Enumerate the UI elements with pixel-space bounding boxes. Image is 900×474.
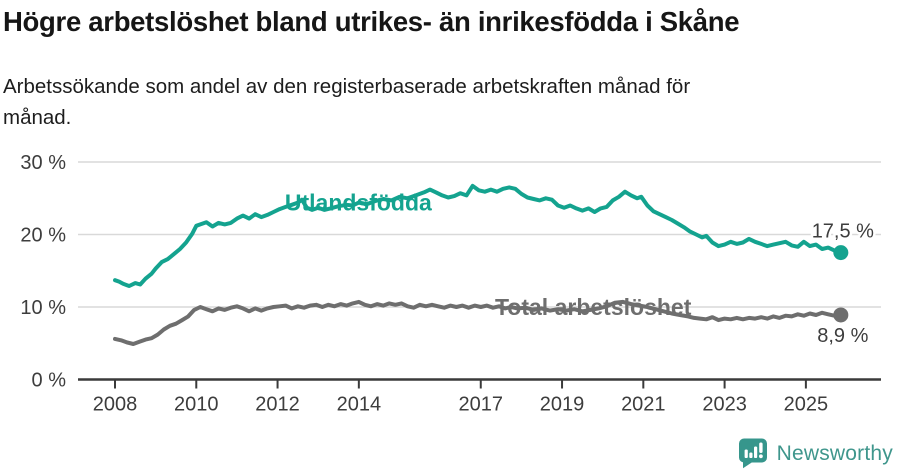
series-label-1: Total arbetslöshet [495,294,692,320]
chart-subtitle: Arbetssökande som andel av den registerb… [3,71,853,133]
series-end-dot-0 [833,245,849,261]
newsworthy-wordmark: Newsworthy [776,441,893,465]
series-end-dot-1 [833,307,849,323]
x-tick-label-2008: 2008 [93,394,138,416]
x-tick-label-2010: 2010 [174,394,219,416]
x-tick-label-2017: 2017 [459,394,504,416]
y-tick-label-20: 20 % [20,225,66,247]
newsworthy-logo: Newsworthy [738,438,893,469]
chart-subtitle-line-2: månad. [3,106,72,129]
series-line-1 [113,299,843,346]
page-title: Högre arbetslöshet bland utrikes- än inr… [3,6,740,37]
x-tick-label-2025: 2025 [784,394,829,416]
series-end-value-label-1: 8,9 % [817,325,868,347]
unemployment-line-chart: 0 % 10 % 20 % 30 % 2008 2010 2012 2014 2017 2019 2… [20,152,881,416]
series-line-0 [113,183,843,288]
newsworthy-speech-bubble-bar-chart-icon [738,438,767,469]
y-tick-label-10: 10 % [20,297,66,319]
x-tick-label-2014: 2014 [337,394,382,416]
x-tick-label-2021: 2021 [621,394,666,416]
series-label-0: Utlandsfödda [285,190,432,216]
chart-subtitle-line-1: Arbetssökande som andel av den registerb… [3,75,691,98]
y-tick-label-0: 0 % [32,370,67,392]
x-tick-label-2019: 2019 [540,394,585,416]
x-tick-label-2012: 2012 [255,394,300,416]
x-tick-label-2023: 2023 [702,394,747,416]
series-end-value-label-0: 17,5 % [812,221,874,243]
y-tick-label-30: 30 % [20,152,66,174]
